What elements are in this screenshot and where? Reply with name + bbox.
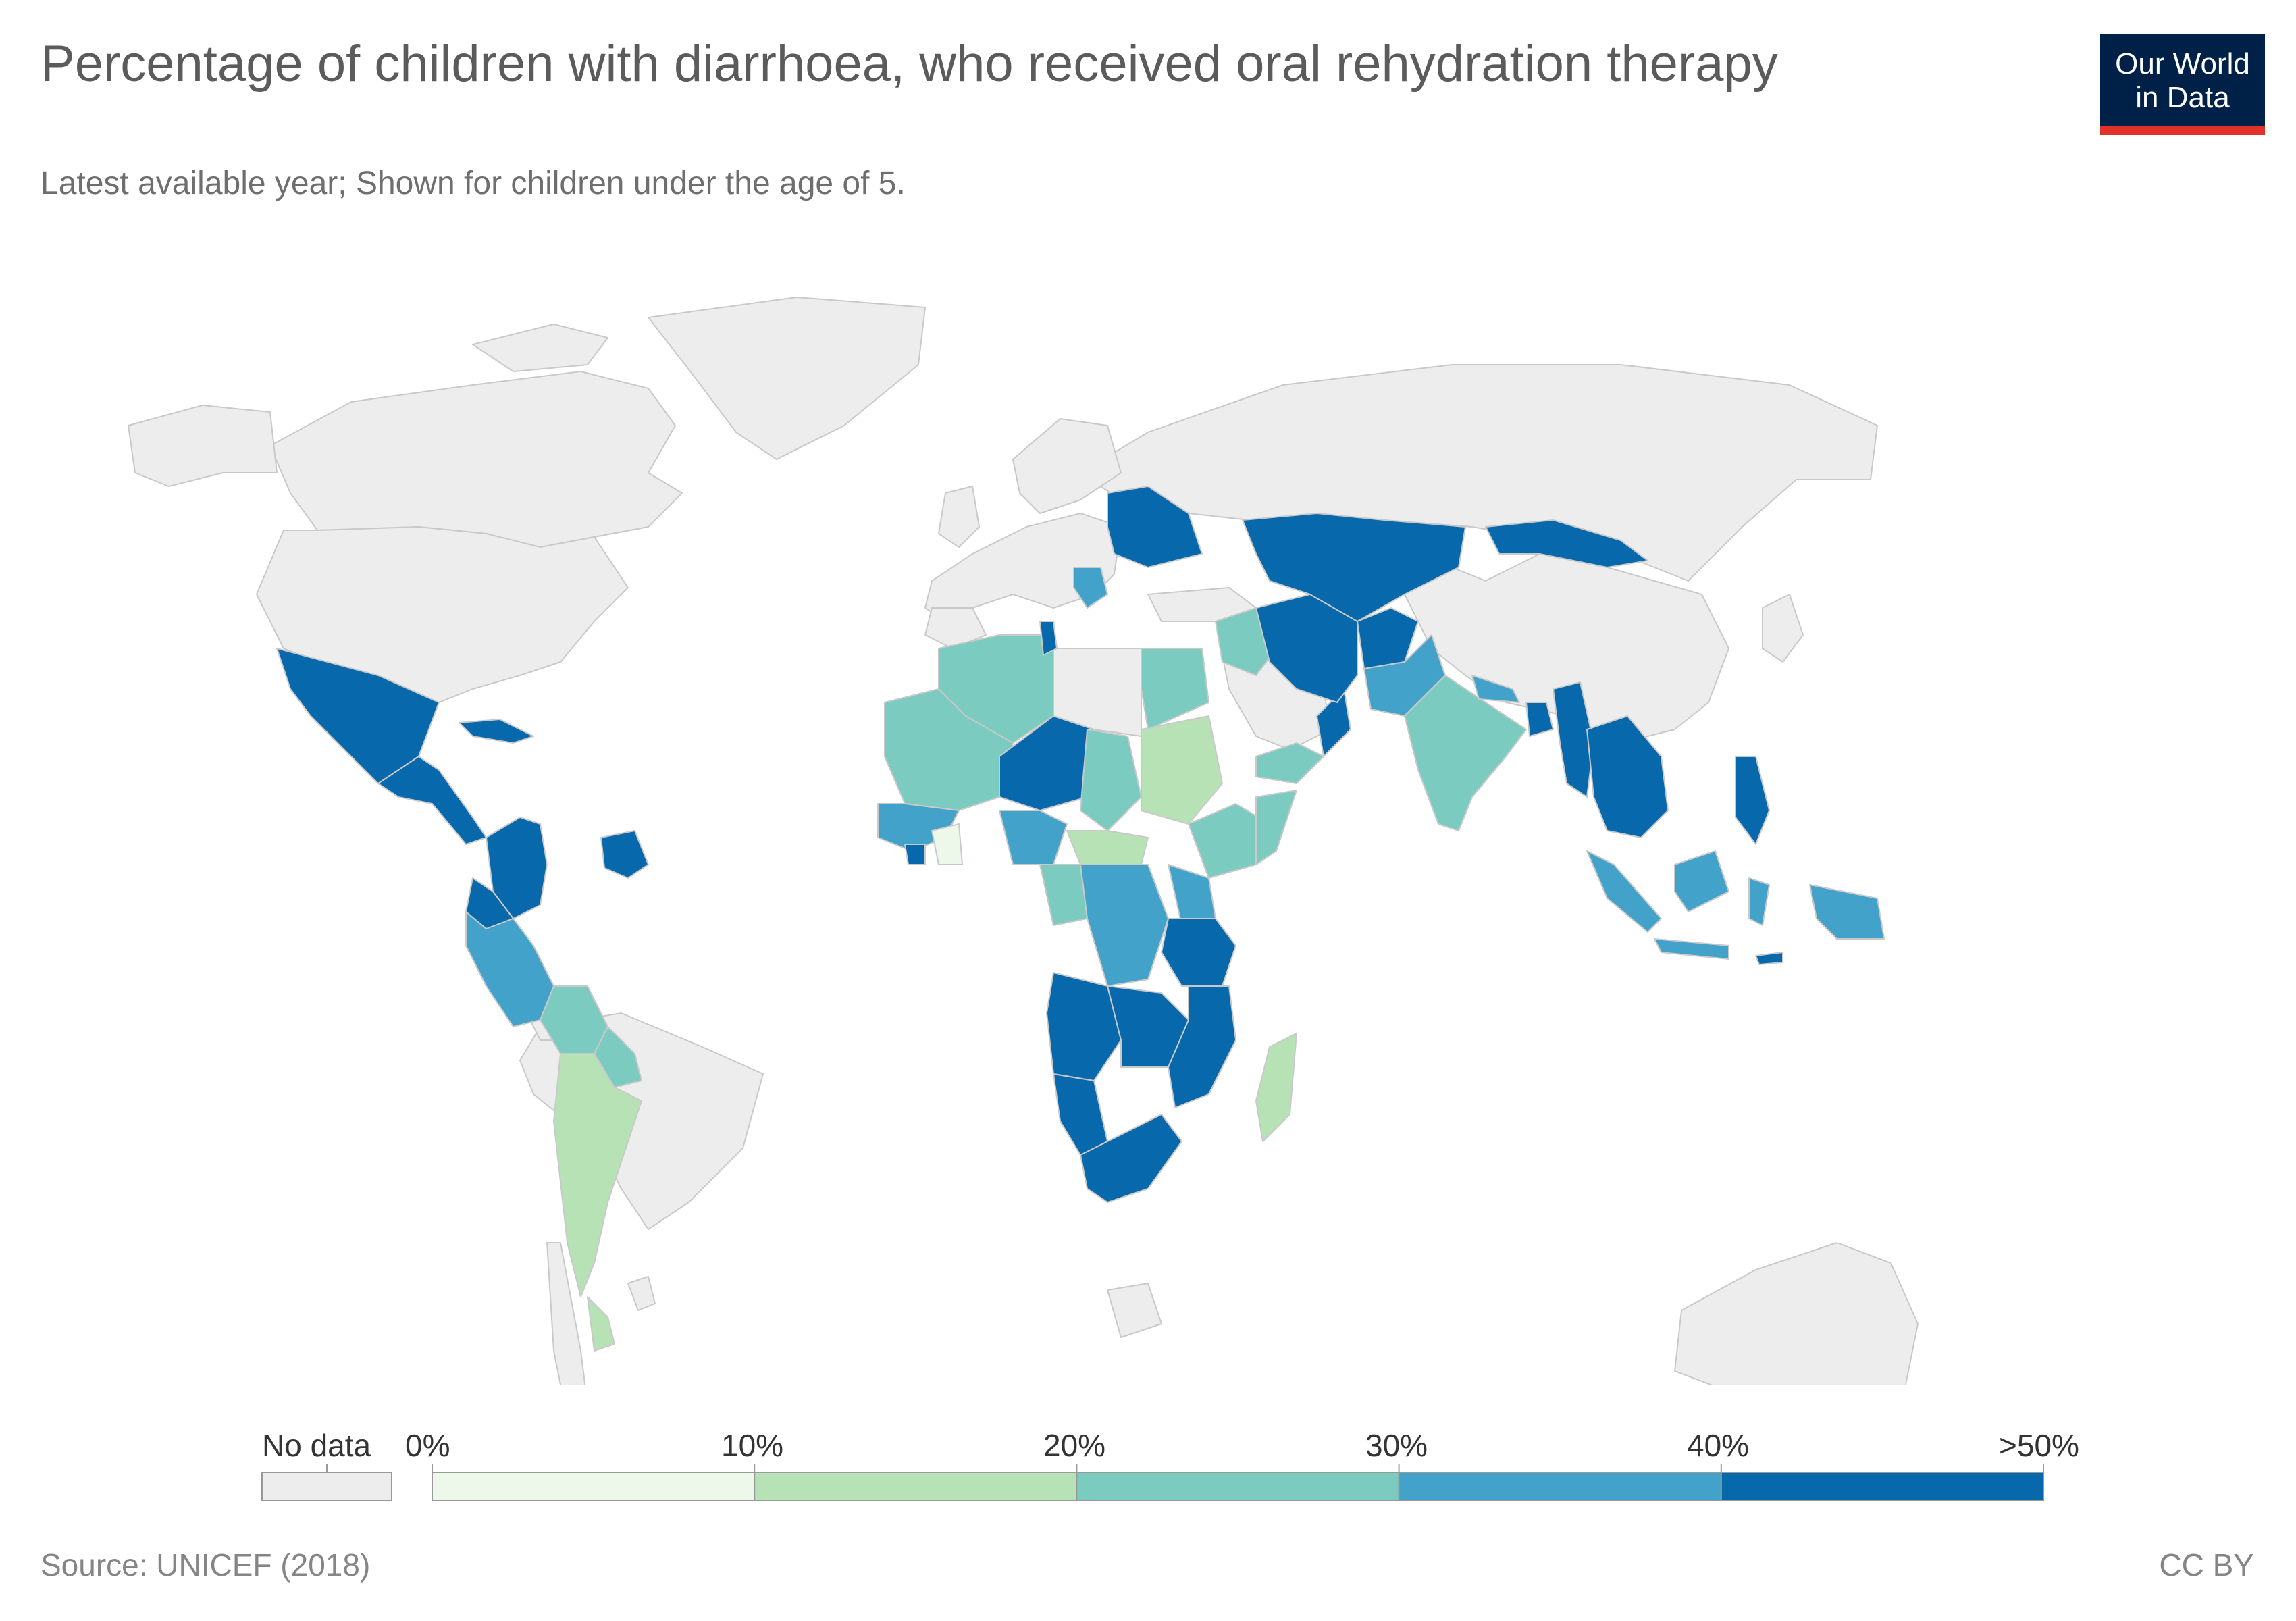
- region-java[interactable]: [1654, 938, 1729, 960]
- region-argentina[interactable]: [553, 1053, 642, 1297]
- region-uk[interactable]: [938, 486, 980, 548]
- region-chile[interactable]: [546, 1242, 608, 1385]
- legend-no-data-swatch[interactable]: [261, 1464, 392, 1501]
- legend-tick-20: 20%: [1043, 1428, 1106, 1463]
- legend-bin-20-30[interactable]: [1076, 1472, 1400, 1501]
- region-australia[interactable]: [1674, 1242, 1919, 1385]
- legend-tick-30: 30%: [1365, 1428, 1428, 1463]
- region-mozambique[interactable]: [1168, 985, 1236, 1108]
- region-central-african-republic[interactable]: [1066, 830, 1149, 865]
- region-peru[interactable]: [465, 911, 554, 1027]
- source-note[interactable]: Source: UNICEF (2018): [41, 1547, 371, 1583]
- region-egypt[interactable]: [1141, 648, 1209, 730]
- region-borneo[interactable]: [1674, 850, 1729, 912]
- region-myanmar[interactable]: [1553, 681, 1594, 798]
- region-guyana-suriname[interactable]: [600, 830, 649, 879]
- region-india[interactable]: [1404, 675, 1527, 831]
- region-chad[interactable]: [1080, 729, 1142, 831]
- legend: No data 0% 10% 20% 30% 40% >50%: [0, 1415, 2296, 1523]
- license-note[interactable]: CC BY: [2159, 1547, 2254, 1583]
- region-sierra-leone[interactable]: [904, 844, 926, 865]
- legend-bin-0-10[interactable]: [432, 1472, 756, 1501]
- legend-tick-0: 0%: [405, 1428, 450, 1463]
- region-canadian-arctic[interactable]: [472, 324, 608, 372]
- region-dr-congo[interactable]: [1080, 864, 1169, 987]
- region-gabon-congo[interactable]: [1039, 864, 1088, 926]
- region-alaska[interactable]: [128, 405, 278, 487]
- region-ghana[interactable]: [931, 823, 963, 865]
- region-central-asia[interactable]: [1242, 513, 1466, 622]
- region-balkans[interactable]: [1073, 567, 1108, 609]
- world-map[interactable]: [0, 270, 2296, 1385]
- legend-tick-40: 40%: [1687, 1428, 1750, 1463]
- region-mongolia[interactable]: [1485, 519, 1648, 568]
- region-bangladesh[interactable]: [1525, 702, 1554, 737]
- region-japan[interactable]: [1762, 594, 1804, 663]
- owid-logo[interactable]: Our World in Data: [2100, 34, 2265, 135]
- legend-tick-50: >50%: [1999, 1428, 2079, 1463]
- region-tunisia[interactable]: [1039, 621, 1058, 656]
- region-yemen[interactable]: [1255, 742, 1324, 784]
- region-scandinavia[interactable]: [1012, 418, 1122, 514]
- region-greenland[interactable]: [648, 297, 926, 460]
- region-canada[interactable]: [269, 371, 683, 548]
- region-sumatra[interactable]: [1586, 850, 1662, 933]
- legend-bin-10-20[interactable]: [754, 1472, 1078, 1501]
- region-south-africa[interactable]: [1080, 1114, 1182, 1203]
- region-sudan[interactable]: [1141, 715, 1223, 825]
- legend-no-data-label: No data: [262, 1428, 371, 1463]
- region-nigeria[interactable]: [999, 810, 1068, 865]
- region-uruguay[interactable]: [627, 1276, 656, 1311]
- region-somalia[interactable]: [1255, 790, 1297, 865]
- region-madagascar[interactable]: [1255, 1033, 1297, 1142]
- chart-subtitle: Latest available year; Shown for childre…: [41, 165, 906, 201]
- legend-bin-30-40[interactable]: [1398, 1472, 1722, 1501]
- legend-bin-40-50[interactable]: [1720, 1472, 2045, 1501]
- region-cuba[interactable]: [459, 719, 534, 744]
- region-papua[interactable]: [1809, 884, 1885, 940]
- region-botswana[interactable]: [1107, 1283, 1162, 1338]
- region-timor-leste[interactable]: [1755, 952, 1783, 965]
- region-russia[interactable]: [1080, 364, 1878, 582]
- region-tanzania[interactable]: [1161, 918, 1236, 987]
- legend-tick-10: 10%: [721, 1428, 784, 1463]
- region-namibia[interactable]: [1053, 1073, 1108, 1156]
- region-sulawesi[interactable]: [1748, 877, 1770, 926]
- chart-title: Percentage of children with diarrhoea, w…: [41, 35, 1778, 93]
- region-ukraine-belarus[interactable]: [1107, 486, 1203, 568]
- region-philippines[interactable]: [1735, 756, 1770, 845]
- region-argentina-south[interactable]: [587, 1296, 615, 1352]
- region-nepal[interactable]: [1471, 675, 1520, 703]
- logo-line-1: Our World: [2115, 47, 2250, 80]
- logo-line-2: in Data: [2135, 81, 2230, 114]
- logo-accent-bar: [2100, 126, 2265, 135]
- region-afghanistan[interactable]: [1357, 607, 1419, 669]
- legend-scale: [261, 1464, 2045, 1501]
- region-thailand-laos-cambodia-vietnam[interactable]: [1586, 715, 1669, 838]
